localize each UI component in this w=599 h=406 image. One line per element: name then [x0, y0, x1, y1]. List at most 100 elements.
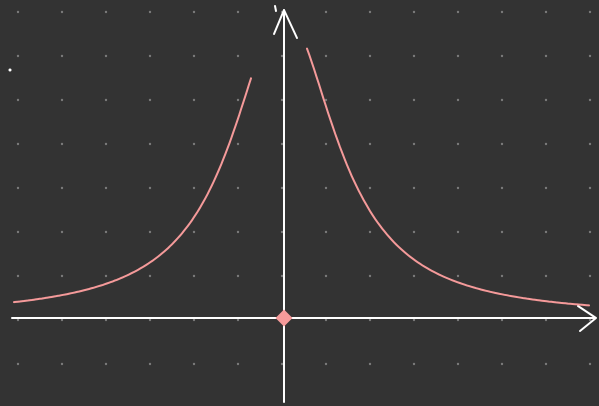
grid-dot	[500, 274, 504, 278]
curve-left-branch	[13, 77, 252, 304]
grid-dot	[60, 10, 64, 14]
grid-dot	[104, 230, 108, 234]
grid-dot	[588, 142, 592, 146]
grid-dot	[500, 230, 504, 234]
grid-dot	[588, 54, 592, 58]
grid-dot	[60, 186, 64, 190]
grid-dot	[104, 54, 108, 58]
grid-dot	[192, 230, 196, 234]
grid-dot	[236, 274, 240, 278]
grid-dot	[368, 54, 372, 58]
grid-dot	[280, 54, 284, 58]
grid-dot	[412, 318, 416, 322]
grid-dot	[60, 54, 64, 58]
grid-dot	[588, 10, 592, 14]
grid-dot	[16, 54, 20, 58]
grid-dot	[236, 230, 240, 234]
grid-dot	[412, 98, 416, 102]
grid-dot	[192, 142, 196, 146]
grid-dot	[280, 230, 284, 234]
grid-dot	[148, 54, 152, 58]
grid-dot	[280, 98, 284, 102]
y-axis-tick-mark	[274, 5, 277, 12]
grid-dot	[148, 274, 152, 278]
grid-dot	[236, 142, 240, 146]
grid-dot	[60, 230, 64, 234]
grid-dot	[192, 10, 196, 14]
grid-dot	[544, 10, 548, 14]
grid-dot	[16, 10, 20, 14]
grid-dot	[192, 274, 196, 278]
grid-dot	[412, 186, 416, 190]
grid-dot	[148, 186, 152, 190]
grid-dot	[60, 362, 64, 366]
grid-dot	[324, 186, 328, 190]
grid-dot	[280, 186, 284, 190]
grid-dot	[280, 274, 284, 278]
grid-dot	[544, 54, 548, 58]
grid-dot	[368, 98, 372, 102]
grid-dot	[368, 10, 372, 14]
grid-dot	[544, 230, 548, 234]
grid-dot	[412, 10, 416, 14]
grid-dot	[544, 274, 548, 278]
grid-dot	[148, 10, 152, 14]
grid-dot	[500, 10, 504, 14]
grid-dot	[368, 230, 372, 234]
grid-dot	[16, 274, 20, 278]
grid-dot	[324, 98, 328, 102]
grid-dot	[324, 318, 328, 322]
grid-dot	[60, 98, 64, 102]
grid-dot	[412, 54, 416, 58]
grid-dot	[368, 318, 372, 322]
curve-right-branch	[306, 47, 590, 307]
grid-dot	[236, 186, 240, 190]
grid-dot	[500, 318, 504, 322]
grid-dot	[236, 10, 240, 14]
grid-dot	[192, 54, 196, 58]
grid-dot	[456, 318, 460, 322]
grid-dot	[500, 362, 504, 366]
grid-dot	[544, 186, 548, 190]
grid-dot	[368, 142, 372, 146]
grid-dot	[324, 142, 328, 146]
grid-dot	[104, 318, 108, 322]
y-axis-arrowhead-icon	[273, 9, 298, 39]
grid-dot	[456, 142, 460, 146]
stray-dot	[8, 68, 12, 72]
grid-dot	[236, 98, 240, 102]
grid-dot	[456, 98, 460, 102]
grid-dot	[544, 98, 548, 102]
grid-dot	[500, 186, 504, 190]
grid-dot	[236, 318, 240, 322]
grid-dot	[412, 274, 416, 278]
grid-dot	[500, 98, 504, 102]
grid-dot	[192, 186, 196, 190]
grid-dot	[16, 98, 20, 102]
grid-dot	[500, 54, 504, 58]
grid-dot	[456, 362, 460, 366]
grid-dot	[456, 10, 460, 14]
grid-dot	[588, 186, 592, 190]
grid-dot	[104, 98, 108, 102]
grid-dot	[588, 230, 592, 234]
dot-grid	[16, 10, 592, 366]
grid-dot	[324, 362, 328, 366]
grid-dot	[280, 362, 284, 366]
origin-diamond-icon[interactable]	[275, 309, 293, 327]
grid-dot	[412, 142, 416, 146]
grid-dot	[456, 230, 460, 234]
grid-dot	[368, 274, 372, 278]
grid-dot	[236, 362, 240, 366]
grid-dot	[16, 230, 20, 234]
grid-dot	[500, 142, 504, 146]
grid-dot	[60, 274, 64, 278]
grid-dot	[368, 362, 372, 366]
grid-dot	[588, 274, 592, 278]
grid-dot	[456, 274, 460, 278]
grid-dot	[544, 142, 548, 146]
grid-dot	[192, 318, 196, 322]
grid-dot	[324, 54, 328, 58]
